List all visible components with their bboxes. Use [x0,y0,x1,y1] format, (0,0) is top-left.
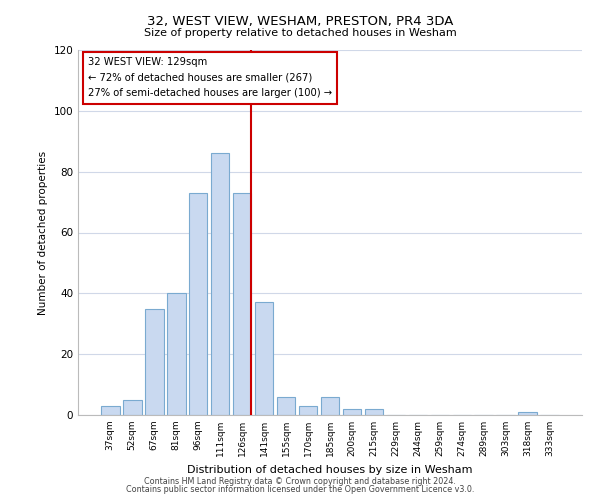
Bar [145,308,164,415]
Text: Size of property relative to detached houses in Wesham: Size of property relative to detached ho… [143,28,457,38]
Bar [211,154,229,415]
Bar [101,406,119,415]
Bar [233,193,251,415]
Bar [343,409,361,415]
X-axis label: Distribution of detached houses by size in Wesham: Distribution of detached houses by size … [187,464,473,474]
Bar [277,397,295,415]
Bar [255,302,274,415]
Bar [189,193,208,415]
Text: 32, WEST VIEW, WESHAM, PRESTON, PR4 3DA: 32, WEST VIEW, WESHAM, PRESTON, PR4 3DA [147,15,453,28]
Bar [365,409,383,415]
Text: Contains HM Land Registry data © Crown copyright and database right 2024.: Contains HM Land Registry data © Crown c… [144,477,456,486]
Bar [518,412,537,415]
Bar [167,294,185,415]
Bar [299,406,317,415]
Bar [320,397,340,415]
Text: Contains public sector information licensed under the Open Government Licence v3: Contains public sector information licen… [126,485,474,494]
Y-axis label: Number of detached properties: Number of detached properties [38,150,48,314]
Bar [123,400,142,415]
Text: 32 WEST VIEW: 129sqm
← 72% of detached houses are smaller (267)
27% of semi-deta: 32 WEST VIEW: 129sqm ← 72% of detached h… [88,58,332,98]
